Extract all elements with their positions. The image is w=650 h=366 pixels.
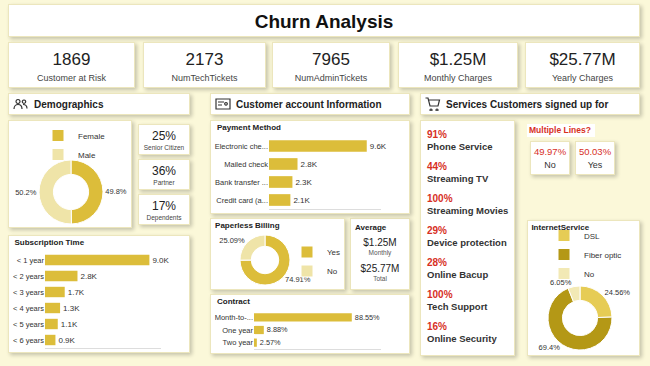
svg-text:1.7K: 1.7K bbox=[68, 288, 85, 297]
svg-text:24.56%: 24.56% bbox=[605, 288, 631, 297]
svg-text:Fiber optic: Fiber optic bbox=[584, 251, 621, 260]
html-text:100%: 100% bbox=[427, 289, 453, 300]
html-text:Total: Total bbox=[373, 275, 387, 282]
html-text:$25.77M: $25.77M bbox=[360, 263, 400, 274]
svg-text:Female: Female bbox=[78, 132, 105, 141]
svg-text:InternetService: InternetService bbox=[531, 223, 589, 232]
html-text:$1.25M: $1.25M bbox=[429, 50, 487, 69]
html-text:Online Security: Online Security bbox=[427, 333, 497, 344]
html-text:Dependents: Dependents bbox=[146, 214, 182, 221]
svg-text:9.6K: 9.6K bbox=[370, 142, 387, 151]
html-text:$1.25M: $1.25M bbox=[363, 237, 397, 248]
svg-text:2.1K: 2.1K bbox=[293, 196, 310, 205]
html-text:Streaming TV: Streaming TV bbox=[427, 173, 489, 184]
html-text:Streaming Movies: Streaming Movies bbox=[427, 205, 509, 216]
svg-text:No: No bbox=[584, 270, 595, 279]
html-text:No: No bbox=[544, 160, 556, 170]
svg-text:Contract: Contract bbox=[217, 297, 250, 306]
html-text:Customer account Information: Customer account Information bbox=[236, 99, 382, 110]
svg-text:Yes: Yes bbox=[327, 248, 340, 257]
svg-text:Payment Method: Payment Method bbox=[217, 123, 281, 132]
svg-text:49.8%: 49.8% bbox=[105, 187, 127, 196]
svg-text:Two year: Two year bbox=[223, 338, 254, 347]
svg-text:1.3K: 1.3K bbox=[63, 304, 80, 313]
svg-text:50.2%: 50.2% bbox=[15, 188, 37, 197]
svg-text:Credit card (a...: Credit card (a... bbox=[216, 196, 268, 205]
html-text:7965: 7965 bbox=[312, 50, 350, 69]
html-text:Churn Analysis: Churn Analysis bbox=[254, 11, 394, 32]
html-text:1869: 1869 bbox=[52, 50, 91, 69]
svg-text:DSL: DSL bbox=[584, 232, 600, 241]
html-text:50.03%: 50.03% bbox=[578, 146, 612, 157]
html-text:Partner: Partner bbox=[153, 179, 175, 186]
html-text:Customer at Risk: Customer at Risk bbox=[37, 73, 106, 83]
svg-text:6.05%: 6.05% bbox=[550, 277, 572, 287]
html-text:91%: 91% bbox=[427, 129, 447, 140]
html-text:Tech Support: Tech Support bbox=[427, 301, 488, 312]
svg-text:< 4 years: < 4 years bbox=[13, 304, 44, 313]
svg-text:1.1K: 1.1K bbox=[61, 320, 78, 329]
html-text:Phone Service: Phone Service bbox=[427, 141, 493, 152]
html-text:Device protection: Device protection bbox=[427, 237, 507, 248]
svg-text:No: No bbox=[327, 267, 338, 276]
svg-text:25.09%: 25.09% bbox=[219, 236, 245, 245]
svg-text:2.8K: 2.8K bbox=[301, 160, 318, 169]
svg-text:< 5 years: < 5 years bbox=[13, 320, 44, 329]
html-text:Services Customers signed up f: Services Customers signed up for bbox=[446, 99, 609, 110]
svg-text:Paperless Billing: Paperless Billing bbox=[215, 221, 280, 230]
svg-text:Mailed check: Mailed check bbox=[224, 160, 268, 169]
html-text:36%: 36% bbox=[152, 164, 176, 178]
html-text:100%: 100% bbox=[427, 193, 453, 204]
svg-text:0.9K: 0.9K bbox=[58, 336, 75, 345]
svg-text:Subscription Time: Subscription Time bbox=[14, 238, 84, 247]
svg-text:2.57%: 2.57% bbox=[260, 338, 281, 347]
html-text:NumTechTickets: NumTechTickets bbox=[171, 73, 238, 83]
svg-text:Electronic che...: Electronic che... bbox=[215, 142, 268, 151]
svg-text:Male: Male bbox=[78, 151, 96, 160]
html-text:Monthly: Monthly bbox=[368, 249, 392, 256]
html-text:2173: 2173 bbox=[185, 50, 224, 69]
svg-text:88.55%: 88.55% bbox=[355, 313, 380, 322]
svg-text:< 3 years: < 3 years bbox=[13, 288, 44, 297]
svg-text:Month-to-...: Month-to-... bbox=[215, 313, 253, 322]
html-text:Yearly Charges: Yearly Charges bbox=[551, 73, 614, 83]
html-text:$25.77M: $25.77M bbox=[549, 50, 616, 69]
html-text:16%: 16% bbox=[427, 321, 447, 332]
svg-text:9.0K: 9.0K bbox=[152, 256, 169, 265]
html-text:Yes: Yes bbox=[587, 160, 603, 170]
svg-text:One year: One year bbox=[222, 326, 253, 335]
html-text:25%: 25% bbox=[152, 129, 176, 143]
svg-text:8.88%: 8.88% bbox=[267, 325, 288, 334]
html-text:44%: 44% bbox=[427, 161, 447, 172]
svg-text:< 2 years: < 2 years bbox=[13, 272, 44, 281]
svg-text:2.3K: 2.3K bbox=[295, 178, 312, 187]
html-text:NumAdminTickets: NumAdminTickets bbox=[294, 73, 368, 83]
html-text:Senior Citizen: Senior Citizen bbox=[143, 144, 185, 151]
html-text:Average: Average bbox=[355, 223, 387, 232]
html-text:Multiple Lines?: Multiple Lines? bbox=[529, 125, 591, 135]
svg-text:< 6 years: < 6 years bbox=[13, 336, 44, 345]
svg-text:69.4%: 69.4% bbox=[539, 343, 561, 352]
html-text:Monthly Charges: Monthly Charges bbox=[424, 73, 492, 83]
html-text:Demographics: Demographics bbox=[34, 99, 104, 110]
svg-text:2.8K: 2.8K bbox=[80, 272, 97, 281]
svg-text:Bank transfer ...: Bank transfer ... bbox=[215, 178, 268, 187]
svg-text:74.91%: 74.91% bbox=[285, 275, 311, 285]
html-text:29%: 29% bbox=[427, 225, 447, 236]
html-text:28%: 28% bbox=[427, 257, 447, 268]
svg-text:< 1 year: < 1 year bbox=[17, 256, 45, 265]
html-text:49.97%: 49.97% bbox=[533, 146, 567, 157]
html-text:Online Bacup: Online Bacup bbox=[427, 269, 489, 280]
html-text:17%: 17% bbox=[152, 199, 176, 213]
